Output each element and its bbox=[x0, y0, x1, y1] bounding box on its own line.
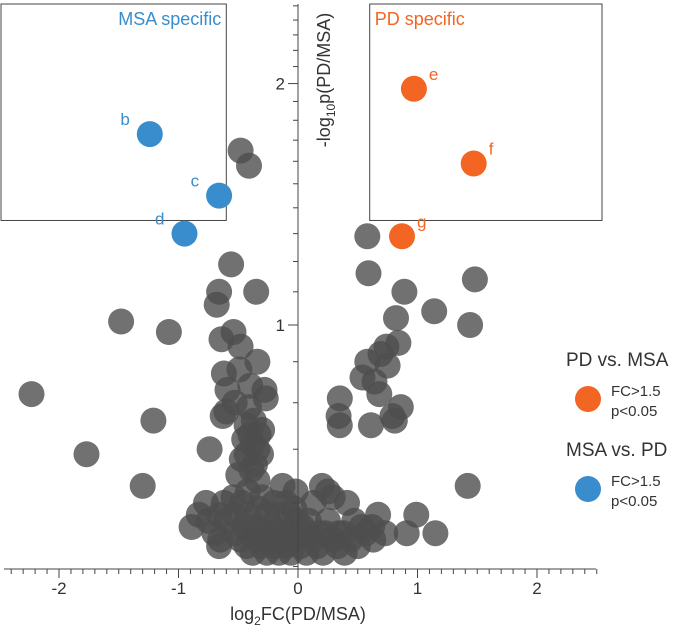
point-not-significant bbox=[243, 278, 270, 305]
point-not-significant bbox=[155, 319, 182, 345]
point-not-significant bbox=[326, 412, 353, 439]
legend: PD vs. MSA FC>1.5 p<0.05 MSA vs. PD FC>1… bbox=[566, 350, 669, 510]
legend-title-msa: MSA vs. PD bbox=[566, 440, 667, 461]
point-not-significant bbox=[73, 441, 100, 468]
point-not-significant bbox=[454, 472, 481, 499]
legend-fc-msa: FC>1.5 bbox=[611, 473, 661, 490]
msa-specific-region bbox=[0, 3, 227, 221]
point-not-significant bbox=[421, 298, 448, 325]
legend-p-pd: p<0.05 bbox=[611, 403, 657, 420]
region-boxes: MSA specific PD specific bbox=[0, 3, 603, 221]
point-not-significant bbox=[218, 251, 245, 278]
x-axis-title: log2FC(PD/MSA) bbox=[230, 604, 366, 628]
point-not-significant bbox=[129, 472, 156, 499]
y-tick-label: 2 bbox=[276, 75, 285, 94]
point-not-significant bbox=[422, 520, 449, 547]
point-not-significant bbox=[391, 278, 418, 305]
point-not-significant bbox=[236, 152, 262, 179]
legend-marker-msa bbox=[575, 476, 601, 502]
point-not-significant bbox=[383, 305, 409, 332]
x-ticks: -2 -1 0 1 2 bbox=[10, 569, 598, 598]
point-label-f: f bbox=[489, 140, 494, 159]
point-not-significant bbox=[206, 533, 233, 560]
y-axis-title-prefix: -log bbox=[314, 117, 334, 147]
point-not-significant bbox=[227, 333, 254, 360]
pd-specific-region bbox=[369, 3, 603, 221]
legend-title-pd: PD vs. MSA bbox=[566, 350, 669, 371]
point-not-significant bbox=[393, 520, 420, 547]
point-d bbox=[171, 220, 198, 247]
point-not-significant bbox=[209, 403, 236, 429]
y-axis-title-rest: p(PD/MSA) bbox=[314, 13, 334, 104]
point-label-d: d bbox=[155, 210, 164, 229]
point-e bbox=[400, 75, 427, 102]
legend-p-msa: p<0.05 bbox=[611, 493, 657, 510]
x-tick-label: -1 bbox=[171, 579, 186, 598]
x-tick-label: 0 bbox=[293, 579, 302, 598]
x-axis-title-main: log bbox=[230, 604, 254, 624]
point-not-significant bbox=[355, 260, 382, 287]
point-not-significant bbox=[196, 436, 223, 463]
point-not-significant bbox=[354, 223, 381, 250]
legend-marker-pd bbox=[575, 386, 601, 412]
x-tick-label: 2 bbox=[532, 579, 541, 598]
y-ticks: 4321 bbox=[276, 5, 298, 567]
x-axis-title-sub: 2 bbox=[254, 614, 261, 628]
x-tick-label: -2 bbox=[51, 579, 66, 598]
point-label-e: e bbox=[429, 65, 438, 84]
point-not-significant bbox=[203, 291, 230, 318]
point-not-significant bbox=[108, 308, 135, 335]
data-points: abcdefg bbox=[18, 65, 494, 566]
point-f bbox=[460, 150, 487, 177]
point-g bbox=[389, 223, 415, 250]
point-not-significant bbox=[18, 381, 45, 408]
msa-specific-label: MSA specific bbox=[118, 9, 221, 29]
point-b bbox=[136, 121, 163, 148]
point-not-significant bbox=[357, 412, 384, 439]
point-not-significant bbox=[310, 539, 337, 566]
x-axis-title-rest: FC(PD/MSA) bbox=[261, 604, 366, 624]
point-not-significant bbox=[366, 381, 393, 408]
point-not-significant bbox=[381, 407, 408, 434]
point-label-g: g bbox=[417, 212, 426, 231]
pd-specific-label: PD specific bbox=[375, 9, 465, 29]
y-axis-title: -log10p(PD/MSA) bbox=[314, 13, 338, 147]
point-label-b: b bbox=[120, 110, 129, 129]
point-not-significant bbox=[457, 312, 484, 338]
legend-fc-pd: FC>1.5 bbox=[611, 383, 661, 400]
point-not-significant bbox=[140, 407, 167, 434]
point-not-significant bbox=[331, 539, 358, 566]
point-not-significant bbox=[461, 266, 488, 293]
point-c bbox=[206, 182, 233, 209]
x-tick-label: 1 bbox=[413, 579, 422, 598]
point-label-c: c bbox=[191, 172, 200, 191]
y-axis-title-sub: 10 bbox=[324, 104, 338, 118]
y-tick-label: 1 bbox=[276, 316, 285, 335]
